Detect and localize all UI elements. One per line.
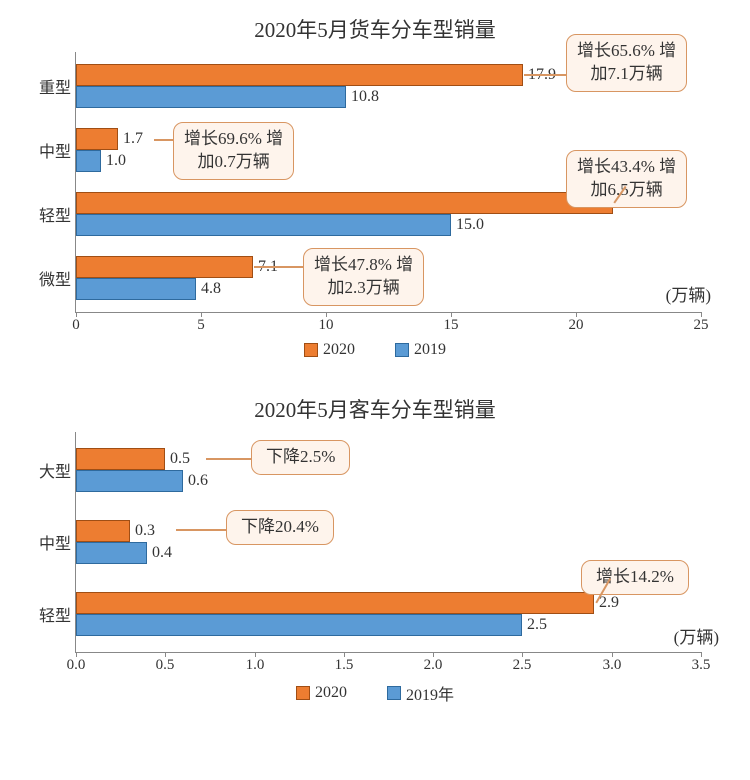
chart2-xtick-4: 2.0 [424,657,443,674]
chart1-cat-1: 中型 [31,138,71,162]
chart1-legend: 2020 2019 [20,341,730,362]
bar2-2019-轻型: 2.5 [76,614,522,636]
bar2-2020-轻型: 2.9 [76,592,594,614]
barval-2019-轻型: 15.0 [450,216,484,234]
chart2-xtick-0: 0.0 [67,657,86,674]
chart1-cat-3: 微型 [31,266,71,290]
barval2-2019-中型: 0.4 [146,544,172,562]
callout-中型-l1: 增长69.6% 增 [184,129,283,148]
swatch-2019 [395,343,409,357]
chart1-xtick-0: 0 [72,317,80,334]
bus-sales-chart: 2020年5月客车分车型销量 大型 中型 轻型 0.5 0.6 0.3 0.4 … [0,380,750,705]
callout-line-重型 [524,74,566,76]
callout-line-大型 [206,458,251,460]
chart1-xtick-1: 5 [197,317,205,334]
bar-2019-中型: 1.0 [76,150,101,172]
callout-轻型-l1: 增长43.4% 增 [577,157,676,176]
bar2-2019-大型: 0.6 [76,470,183,492]
callout-大型-text: 下降2.5% [266,447,335,466]
legend2-2020: 2020 [296,684,347,702]
callout-line-中型 [154,139,174,141]
callout-中型-l2: 加0.7万辆 [197,152,269,171]
bar-2019-重型: 10.8 [76,86,346,108]
barval-2019-中型: 1.0 [100,152,126,170]
chart2-cat-1: 中型 [31,530,71,554]
barval2-2020-轻型: 2.9 [593,594,619,612]
chart2-xtick-6: 3.0 [603,657,622,674]
chart1-cat-0: 重型 [31,74,71,98]
callout-line-中型2 [176,529,226,531]
legend2-2019: 2019年 [387,681,454,705]
chart2-cat-0: 大型 [31,458,71,482]
callout-中型2: 下降20.4% [226,510,334,545]
chart1-cat-2: 轻型 [31,202,71,226]
callout-line-微型 [254,266,304,268]
chart2-title: 2020年5月客车分车型销量 [20,394,730,424]
callout-轻型2: 增长14.2% [581,560,689,595]
bar-2020-微型: 7.1 [76,256,253,278]
chart2-xtick-7: 3.5 [692,657,711,674]
callout-重型-l1: 增长65.6% 增 [577,41,676,60]
barval-2019-微型: 4.8 [195,280,221,298]
chart2-xtick-5: 2.5 [513,657,532,674]
bar2-2020-中型: 0.3 [76,520,130,542]
barval-2019-重型: 10.8 [345,88,379,106]
chart2-xtick-3: 1.5 [335,657,354,674]
chart1-unit: (万辆) [666,281,711,306]
barval-2020-中型: 1.7 [117,130,143,148]
legend-2019-label: 2019 [414,341,446,359]
callout-大型: 下降2.5% [251,440,350,475]
bar-2020-轻型: 21.5 [76,192,613,214]
barval2-2020-中型: 0.3 [129,522,155,540]
callout-微型: 增长47.8% 增 加2.3万辆 [303,248,424,306]
legend2-2019-label: 2019年 [406,681,454,705]
swatch2-2020 [296,686,310,700]
chart2-plot: 大型 中型 轻型 0.5 0.6 0.3 0.4 2.9 2.5 下降2.5% … [75,432,701,653]
chart1-plot: 重型 中型 轻型 微型 17.9 10.8 1.7 1.0 21.5 15.0 … [75,52,701,313]
chart2-legend: 2020 2019年 [20,681,730,705]
callout-中型2-text: 下降20.4% [241,517,319,536]
swatch2-2019 [387,686,401,700]
bar-2020-中型: 1.7 [76,128,118,150]
truck-sales-chart: 2020年5月货车分车型销量 重型 中型 轻型 微型 17.9 10.8 1.7… [0,0,750,362]
chart1-xtick-4: 20 [569,317,584,334]
callout-轻型-l2: 加6.5万辆 [590,180,662,199]
callout-轻型: 增长43.4% 增 加6.5万辆 [566,150,687,208]
chart1-xtick-2: 10 [319,317,334,334]
chart1-xtick-5: 25 [694,317,709,334]
chart2-cat-2: 轻型 [31,602,71,626]
barval2-2019-轻型: 2.5 [521,616,547,634]
callout-重型: 增长65.6% 增 加7.1万辆 [566,34,687,92]
bar-2020-重型: 17.9 [76,64,523,86]
callout-中型: 增长69.6% 增 加0.7万辆 [173,122,294,180]
legend2-2020-label: 2020 [315,684,347,702]
barval2-2019-大型: 0.6 [182,472,208,490]
chart2-xtick-1: 0.5 [156,657,175,674]
callout-重型-l2: 加7.1万辆 [590,64,662,83]
swatch-2020 [304,343,318,357]
legend-2020-label: 2020 [323,341,355,359]
legend-2020: 2020 [304,341,355,359]
chart1-xtick-3: 15 [444,317,459,334]
bar-2019-轻型: 15.0 [76,214,451,236]
chart2-xtick-2: 1.0 [246,657,265,674]
bar-2019-微型: 4.8 [76,278,196,300]
bar2-2019-中型: 0.4 [76,542,147,564]
bar2-2020-大型: 0.5 [76,448,165,470]
callout-微型-l2: 加2.3万辆 [327,278,399,297]
legend-2019: 2019 [395,341,446,359]
barval2-2020-大型: 0.5 [164,450,190,468]
callout-微型-l1: 增长47.8% 增 [314,255,413,274]
chart2-unit: (万辆) [674,623,719,648]
